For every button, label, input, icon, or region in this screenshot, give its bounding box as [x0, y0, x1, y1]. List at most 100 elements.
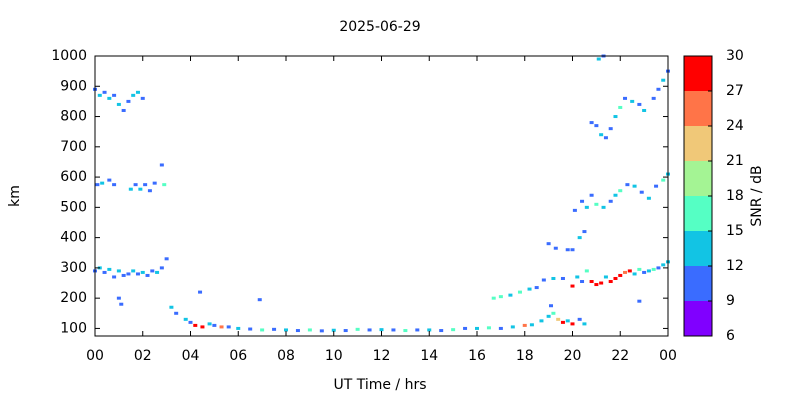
data-point: [630, 99, 635, 103]
data-point: [107, 178, 112, 182]
data-point: [608, 127, 613, 131]
colorbar-swatch: [684, 196, 712, 231]
data-point: [159, 163, 164, 167]
data-point: [632, 272, 637, 276]
data-point: [155, 270, 160, 274]
data-point: [589, 280, 594, 284]
data-point: [527, 287, 532, 291]
data-point: [546, 242, 551, 246]
data-point: [183, 317, 188, 321]
y-tick-label: 100: [60, 320, 87, 336]
data-point: [100, 181, 105, 185]
data-point: [589, 121, 594, 125]
y-tick-label: 900: [60, 78, 87, 94]
data-point: [119, 302, 124, 306]
data-point: [522, 323, 527, 327]
data-point: [236, 326, 241, 330]
data-point: [307, 328, 312, 332]
x-tick-label: 18: [516, 348, 534, 364]
data-point: [601, 205, 606, 209]
data-point: [594, 202, 599, 206]
y-tick-label: 700: [60, 139, 87, 155]
data-point: [427, 328, 432, 332]
data-point: [517, 290, 522, 294]
data-point: [212, 323, 217, 327]
colorbar-tick-label: 12: [726, 258, 744, 274]
data-point: [147, 189, 152, 193]
colorbar-swatch: [684, 301, 712, 336]
data-point: [549, 304, 554, 308]
data-point: [651, 96, 656, 100]
data-point: [642, 108, 647, 112]
data-point: [580, 199, 585, 203]
x-tick-label: 10: [325, 348, 343, 364]
data-point: [260, 328, 265, 332]
data-point: [656, 87, 661, 91]
data-point: [463, 326, 468, 330]
data-point: [575, 275, 580, 279]
data-point: [403, 329, 408, 333]
data-point: [140, 96, 145, 100]
chart-title: 2025-06-29: [339, 19, 420, 35]
data-point: [248, 327, 253, 331]
data-point: [639, 190, 644, 194]
data-point: [159, 266, 164, 270]
data-point: [584, 205, 589, 209]
data-point: [272, 327, 277, 331]
data-point: [599, 281, 604, 285]
data-point: [632, 184, 637, 188]
data-point: [654, 184, 659, 188]
data-point: [169, 305, 174, 309]
data-point: [618, 189, 623, 193]
data-point: [164, 257, 169, 261]
data-point: [539, 319, 544, 323]
data-point: [162, 183, 167, 187]
data-point: [116, 269, 121, 273]
data-point: [570, 248, 575, 252]
x-tick-label: 00: [86, 348, 104, 364]
x-tick-label: 04: [182, 348, 200, 364]
data-point: [112, 183, 117, 187]
data-point: [510, 325, 515, 329]
y-tick-label: 500: [60, 199, 87, 215]
data-point: [565, 319, 570, 323]
data-point: [319, 329, 324, 333]
plot-frame: [94, 55, 669, 337]
data-point: [331, 328, 336, 332]
data-point: [451, 328, 456, 332]
x-tick-label: 22: [611, 348, 629, 364]
data-point: [102, 270, 107, 274]
data-point: [379, 328, 384, 332]
data-point: [133, 183, 138, 187]
data-point: [131, 93, 136, 97]
x-tick-label: 12: [373, 348, 391, 364]
data-point: [551, 311, 556, 315]
data-point: [102, 90, 107, 94]
data-point: [295, 329, 300, 333]
data-point: [594, 124, 599, 128]
data-point: [565, 248, 570, 252]
data-point: [116, 102, 121, 106]
data-point: [661, 78, 666, 82]
data-point: [135, 272, 140, 276]
x-tick-label: 06: [229, 348, 247, 364]
data-point: [193, 323, 198, 327]
y-tick-label: 1000: [51, 48, 87, 64]
data-point: [150, 269, 155, 273]
colorbar-swatch: [684, 266, 712, 301]
data-point: [200, 325, 205, 329]
data-point: [128, 187, 133, 191]
data-point: [560, 320, 565, 324]
data-point: [582, 230, 587, 234]
data-point: [541, 278, 546, 282]
data-point: [152, 181, 157, 185]
y-tick-label: 600: [60, 169, 87, 185]
data-point: [580, 280, 585, 284]
data-point: [613, 193, 618, 197]
data-point: [637, 267, 642, 271]
data-point: [627, 269, 632, 273]
colorbar-tick-label: 6: [726, 328, 735, 344]
data-point: [599, 133, 604, 137]
data-point: [95, 183, 100, 187]
